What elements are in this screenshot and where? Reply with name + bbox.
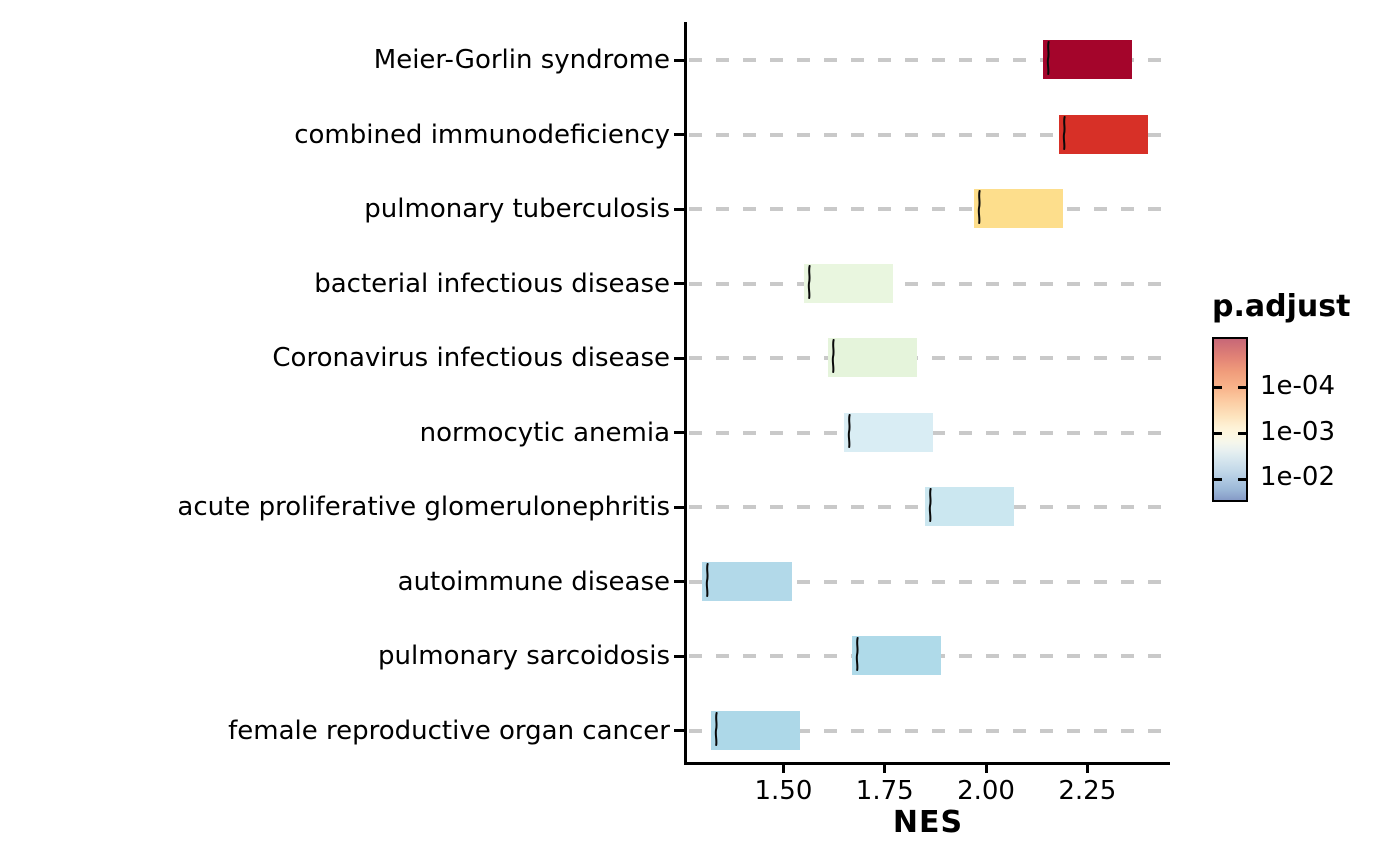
row-gridline bbox=[689, 207, 1163, 211]
x-axis-title: NES bbox=[892, 805, 964, 840]
density-spike bbox=[704, 562, 712, 601]
density-spike-icon bbox=[977, 190, 981, 224]
legend-tick bbox=[1214, 386, 1222, 390]
y-category-label: normocytic anemia bbox=[419, 417, 670, 448]
density-spike-icon bbox=[929, 488, 932, 522]
row-gridline bbox=[689, 281, 1163, 286]
density-spike-icon bbox=[706, 562, 709, 597]
density-spike bbox=[846, 413, 854, 452]
y-axis-tick bbox=[674, 207, 684, 211]
legend-tick bbox=[1214, 477, 1222, 481]
y-axis-tick bbox=[674, 729, 684, 732]
row-gridline bbox=[689, 58, 1163, 62]
nes-bar bbox=[1058, 114, 1149, 154]
legend-tick bbox=[1238, 432, 1246, 436]
density-spike bbox=[713, 711, 721, 750]
legend-tick-label: 1e-04 bbox=[1260, 370, 1336, 401]
density-spike-icon bbox=[1046, 41, 1050, 75]
nes-bar bbox=[803, 263, 893, 303]
density-spike bbox=[927, 488, 935, 526]
density-spike-icon bbox=[807, 264, 811, 299]
legend-tick bbox=[1238, 386, 1246, 390]
nes-bar bbox=[1042, 40, 1132, 79]
y-category-label: pulmonary tuberculosis bbox=[364, 194, 670, 224]
x-axis-tick bbox=[883, 765, 887, 773]
density-spike bbox=[854, 637, 862, 675]
row-gridline bbox=[689, 728, 1163, 733]
y-category-label: Meier-Gorlin syndrome bbox=[373, 45, 670, 75]
x-tick-label: 2.00 bbox=[957, 776, 1015, 806]
row-gridline bbox=[689, 132, 1163, 137]
x-axis-tick bbox=[984, 765, 988, 773]
y-category-label: pulmonary sarcoidosis bbox=[378, 641, 670, 671]
y-category-label: Coronavirus infectious disease bbox=[272, 343, 670, 373]
legend-padjust: p.adjust 1e-04 1e-03 1e-02 bbox=[1212, 290, 1398, 530]
y-category-label: female reproductive organ cancer bbox=[228, 715, 670, 746]
density-spike-icon bbox=[856, 637, 859, 671]
y-category-label: autoimmune disease bbox=[397, 566, 670, 597]
y-axis-tick bbox=[674, 282, 684, 285]
row-gridline bbox=[689, 579, 1163, 584]
density-spike-icon bbox=[714, 711, 718, 746]
density-spike-icon bbox=[831, 339, 835, 373]
plot-panel bbox=[684, 22, 1170, 765]
nes-bar bbox=[702, 561, 792, 601]
y-axis-tick bbox=[674, 654, 684, 658]
legend-tick-label: 1e-03 bbox=[1260, 416, 1336, 447]
y-axis-tick bbox=[674, 133, 684, 136]
legend-tick bbox=[1238, 477, 1246, 481]
y-axis-tick bbox=[674, 431, 684, 434]
x-axis-tick bbox=[781, 765, 785, 773]
y-axis-tick bbox=[674, 505, 684, 509]
x-tick-label: 1.75 bbox=[855, 776, 914, 806]
legend-tick bbox=[1214, 432, 1222, 436]
nes-bar bbox=[925, 487, 1015, 526]
density-spike-icon bbox=[848, 413, 851, 448]
y-category-label: acute proliferative glomerulonephritis bbox=[177, 492, 670, 522]
x-axis-tick bbox=[1085, 765, 1089, 773]
density-spike-icon bbox=[1062, 115, 1066, 150]
y-axis-tick bbox=[674, 356, 684, 360]
density-spike bbox=[1045, 41, 1053, 79]
nes-bar bbox=[828, 338, 918, 377]
row-gridline bbox=[689, 356, 1163, 360]
nes-bar bbox=[844, 412, 934, 452]
y-category-label: bacterial infectious disease bbox=[314, 268, 670, 299]
y-category-label: combined immunodeficiency bbox=[294, 119, 670, 150]
density-spike bbox=[806, 264, 814, 303]
x-tick-label: 2.25 bbox=[1058, 776, 1117, 806]
nes-bar bbox=[710, 710, 800, 750]
nes-bar bbox=[852, 636, 942, 675]
density-spike bbox=[1061, 115, 1069, 154]
density-spike bbox=[830, 339, 838, 377]
x-tick-label: 1.50 bbox=[754, 776, 813, 806]
y-axis-tick bbox=[674, 580, 684, 583]
legend-colorbar bbox=[1212, 337, 1248, 502]
density-spike bbox=[976, 190, 984, 228]
legend-title: p.adjust bbox=[1212, 289, 1351, 324]
nes-bar bbox=[973, 189, 1064, 228]
y-axis-tick bbox=[674, 58, 684, 62]
legend-tick-label: 1e-02 bbox=[1260, 462, 1336, 493]
